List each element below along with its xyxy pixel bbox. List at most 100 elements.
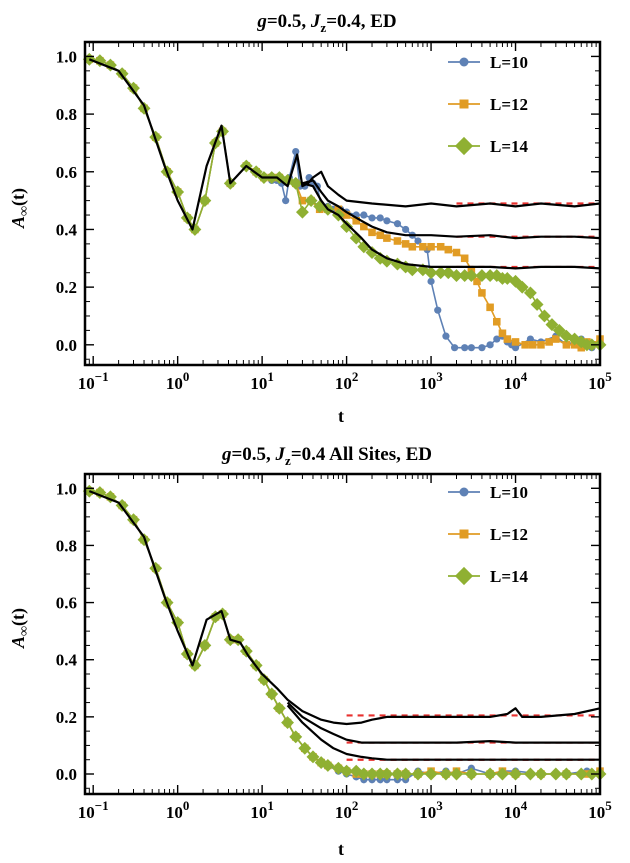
chart-2-series-3-point bbox=[340, 764, 354, 778]
chart-2-x-tick-label: 104 bbox=[504, 798, 528, 822]
chart-1-series-1-point bbox=[393, 220, 402, 228]
chart-2-title: g=0.5, Jz=0.4 All Sites, ED bbox=[221, 444, 432, 468]
chart-1-series-2-point bbox=[460, 254, 469, 263]
chart-1-series-2-point bbox=[383, 234, 391, 242]
chart-1-legend-label: L=14 bbox=[490, 137, 529, 156]
chart-2-x-tick-label: 100 bbox=[166, 798, 190, 822]
chart-1-series-1-point bbox=[360, 211, 368, 219]
chart-2-series-3-point bbox=[257, 673, 271, 687]
chart-1-series-2-point bbox=[562, 341, 571, 349]
chart-1-series-2-point bbox=[486, 303, 494, 312]
chart-1-series-1-point bbox=[467, 344, 475, 352]
chart-2-series-3-point bbox=[523, 767, 537, 781]
chart-2-legend-entry-1: L=10 bbox=[448, 483, 528, 502]
chart-2-series-3-point bbox=[127, 513, 140, 527]
chart-2-y-tick-label: 0.4 bbox=[56, 651, 78, 670]
chart-1-x-tick-label: 103 bbox=[419, 369, 443, 393]
chart-2-x-tick-label: 10−1 bbox=[78, 798, 109, 822]
chart-2-fit-line-3 bbox=[286, 704, 600, 761]
chart-2-legend-entry-2: L=12 bbox=[448, 525, 528, 544]
chart-2-x-tick-label: 105 bbox=[588, 798, 612, 822]
chart-1-legend-entry-3: L=14 bbox=[448, 136, 529, 156]
chart-1-series-3-point bbox=[475, 269, 489, 283]
chart-1-series-2-point bbox=[552, 335, 560, 343]
chart-1-series-2-point bbox=[528, 341, 537, 349]
chart-1-series-1-point bbox=[526, 335, 535, 343]
chart-2-series-3-point bbox=[171, 616, 185, 630]
chart-1-series-2-point bbox=[444, 245, 453, 254]
chart-2-series-3-point bbox=[439, 767, 453, 781]
chart-2-x-tick-label: 101 bbox=[250, 798, 274, 822]
chart-2-series-3-point bbox=[306, 750, 320, 764]
chart-2-series-3-point bbox=[373, 767, 387, 781]
chart-2-legend-marker bbox=[454, 566, 474, 586]
chart-1-series-1-point bbox=[486, 341, 494, 349]
chart-1-x-tick-label: 100 bbox=[166, 369, 190, 393]
chart-2-y-tick-label: 0.2 bbox=[56, 708, 77, 727]
chart-2-series-3-point bbox=[331, 761, 345, 775]
chart-2-y-axis-label: A∞(t) bbox=[8, 608, 32, 649]
chart-1-series-3-point bbox=[458, 269, 472, 283]
chart-1-series-2-point bbox=[408, 242, 417, 251]
chart-2-plot-frame bbox=[83, 472, 602, 796]
chart-1-series-3-point bbox=[545, 318, 559, 332]
chart-2-series-3-point bbox=[231, 633, 245, 647]
chart-1-series-1-point bbox=[292, 147, 300, 156]
chart-1-series-1-point bbox=[434, 306, 442, 314]
chart-1-series-3-point bbox=[405, 263, 419, 277]
chart-1-series-1-point bbox=[282, 197, 290, 205]
chart-1-x-axis-label: t bbox=[338, 406, 344, 426]
chart-1-series-2-point bbox=[473, 277, 481, 286]
chart-1-series-2-point bbox=[393, 237, 402, 245]
chart-1-legend-label: L=12 bbox=[490, 95, 528, 114]
chart-1-series-3-point bbox=[559, 329, 573, 343]
chart-1-series-3-point bbox=[464, 269, 478, 283]
chart-1-series-2-point bbox=[368, 228, 376, 237]
chart-1-series-3-point bbox=[304, 194, 318, 208]
chart-panel-2: g=0.5, Jz=0.4 All Sites, ED A∞(t) t 10−1… bbox=[8, 444, 612, 859]
chart-1-series-2-point bbox=[537, 341, 545, 349]
chart-1-series-2-point bbox=[376, 231, 384, 240]
chart-1-series-1-point bbox=[442, 332, 450, 340]
chart-2-series-3-point bbox=[509, 767, 522, 781]
chart-1-series-2-point bbox=[427, 242, 435, 251]
chart-1-series-2-point bbox=[493, 317, 501, 326]
chart-1-legend-marker bbox=[459, 99, 469, 109]
chart-2-legend-entry-3: L=14 bbox=[448, 566, 529, 586]
chart-1-series-2-point bbox=[298, 196, 307, 205]
chart-2-series-3-point bbox=[289, 730, 303, 744]
chart-1-series-2-point bbox=[478, 289, 486, 297]
chart-2-series-3-point bbox=[399, 767, 413, 781]
chart-1-title: g=0.5, Jz=0.4, ED bbox=[256, 11, 396, 35]
chart-2-legend-marker bbox=[459, 487, 469, 497]
chart-1-fit-lines bbox=[88, 58, 601, 270]
chart-2-series-3-point bbox=[391, 767, 404, 781]
chart-2-reference-lines bbox=[346, 714, 600, 761]
chart-2-series-3-point bbox=[411, 767, 425, 781]
chart-2-series-3-point bbox=[208, 610, 222, 624]
chart-1-x-tick-label: 101 bbox=[250, 369, 274, 393]
chart-1-series-1-point bbox=[376, 214, 384, 222]
chart-2-series-3-point bbox=[272, 701, 286, 715]
chart-1-series-3-point bbox=[424, 266, 438, 280]
chart-1-series-2-point bbox=[419, 242, 427, 251]
chart-1-series-2-point bbox=[436, 242, 445, 251]
chart-1-series-3-point bbox=[538, 309, 551, 323]
chart-1-series-3-point bbox=[127, 81, 140, 95]
chart-1-series-1-point bbox=[368, 214, 376, 222]
chart-2-series-3-point bbox=[198, 638, 212, 652]
chart-2-ticks: 10−1 100 101 102 103 104 105 0.0 0.2 0.4 0.6 0.8 1.0 bbox=[56, 473, 612, 822]
chart-1-ticks: 10−1 100 101 102 103 104 105 0.0 0.2 0.4 0.6 0.8 1.0 bbox=[56, 41, 612, 393]
chart-2-series-3-point bbox=[549, 767, 563, 781]
chart-1-series-3-point bbox=[530, 297, 544, 311]
chart-1-series-2-point bbox=[511, 338, 520, 346]
chart-2-series-3-point bbox=[365, 767, 379, 781]
chart-1-legend-entry-2: L=12 bbox=[448, 95, 528, 114]
chart-2-series-3-point bbox=[424, 767, 438, 781]
chart-1-series-3-point bbox=[340, 220, 354, 234]
chart-1-series-1-point bbox=[461, 344, 469, 352]
chart-1-x-tick-label: 104 bbox=[504, 369, 528, 393]
chart-1-series-1-point bbox=[493, 335, 501, 343]
chart-2-legend: L=10 L=12 L=14 bbox=[448, 483, 529, 586]
